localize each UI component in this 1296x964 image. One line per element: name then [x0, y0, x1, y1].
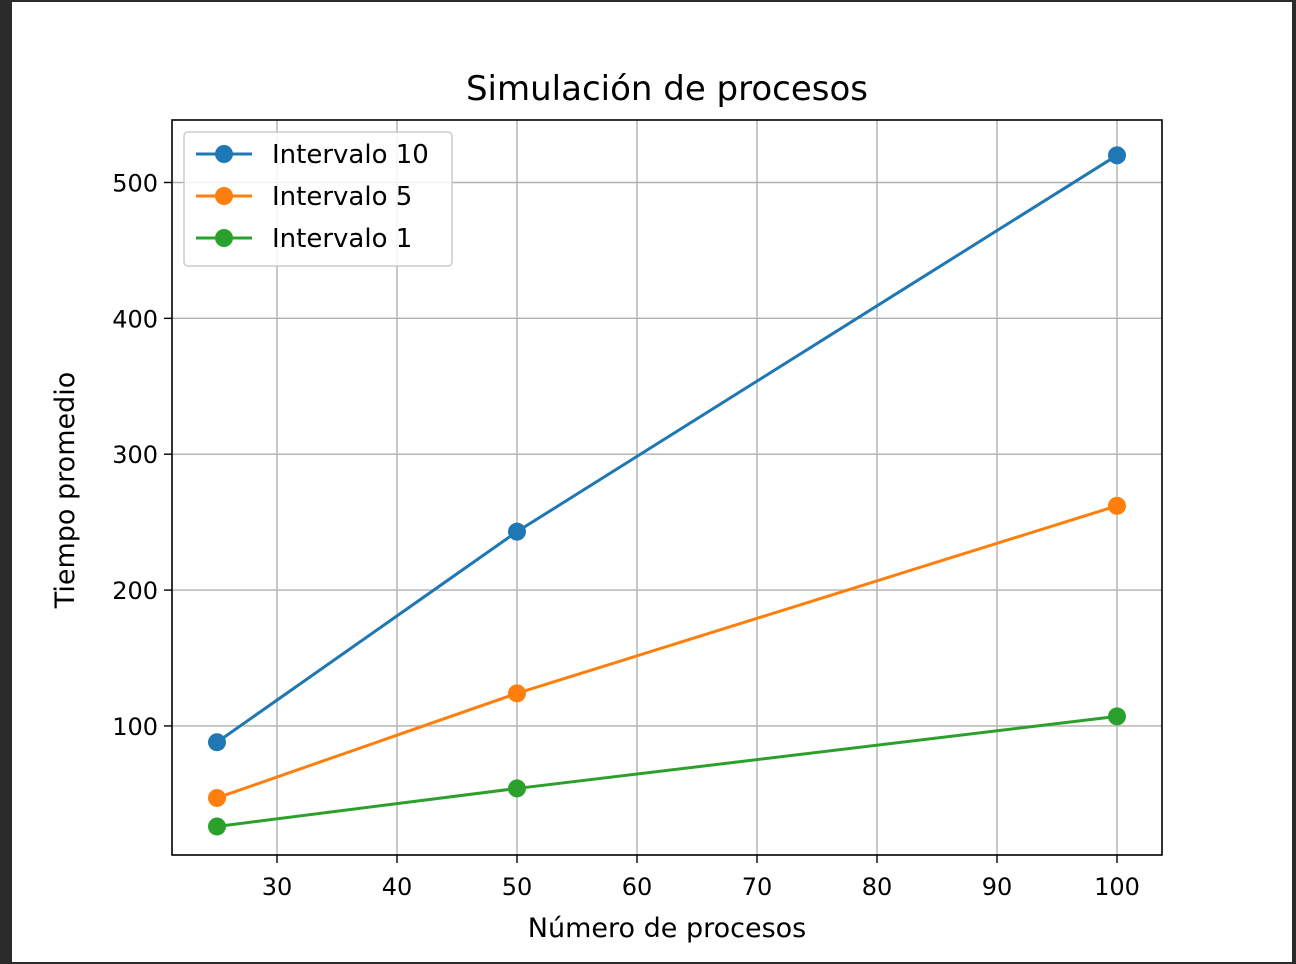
- data-point-1: [1108, 146, 1126, 165]
- data-point-3: [508, 779, 526, 798]
- data-point-3: [208, 817, 226, 836]
- data-point-1: [208, 733, 226, 752]
- legend-box: [183, 131, 453, 267]
- y-tick-label: 100: [112, 713, 158, 741]
- y-tick-label: 500: [112, 169, 158, 197]
- plot-frame: [171, 119, 1163, 856]
- series-layer: [208, 146, 1126, 836]
- data-point-1: [508, 522, 526, 541]
- x-tick-label: 30: [262, 873, 293, 901]
- y-axis-label: Tiempo promedio: [50, 372, 81, 610]
- ticks: 30 40 50 60 70 80 90 100 100 200 300 400 500: [112, 169, 1140, 901]
- y-tick-label: 200: [112, 577, 158, 605]
- legend-label-2: Intervalo 5: [272, 182, 412, 212]
- grid: [172, 120, 1162, 855]
- legend-label-3: Intervalo 1: [272, 224, 412, 254]
- chart-title: Simulación de procesos: [466, 69, 868, 109]
- x-tick-label: 60: [622, 873, 653, 901]
- y-tick-label: 300: [112, 441, 158, 469]
- figure: 30 40 50 60 70 80 90 100 100 200 300 400 500 Simulac…: [12, 2, 1292, 962]
- data-point-3: [1108, 707, 1126, 726]
- x-tick-label: 100: [1094, 873, 1140, 901]
- y-tick-label: 400: [112, 305, 158, 333]
- x-tick-label: 70: [742, 873, 773, 901]
- x-tick-label: 50: [502, 873, 533, 901]
- data-point-2: [1108, 496, 1126, 515]
- data-point-2: [508, 684, 526, 703]
- data-point-2: [208, 788, 226, 807]
- x-tick-label: 80: [862, 873, 893, 901]
- x-tick-label: 90: [982, 873, 1013, 901]
- legend-marker-2: [215, 187, 233, 205]
- x-axis-label: Número de procesos: [528, 913, 806, 944]
- line-chart: 30 40 50 60 70 80 90 100 100 200 300 400 500 Simulac…: [12, 2, 1292, 962]
- x-tick-label: 40: [382, 873, 413, 901]
- legend-label-1: Intervalo 10: [272, 140, 429, 170]
- legend-marker-1: [215, 145, 233, 163]
- legend-marker-3: [215, 229, 233, 247]
- legend: Intervalo 10 Intervalo 5 Intervalo 1: [183, 131, 453, 267]
